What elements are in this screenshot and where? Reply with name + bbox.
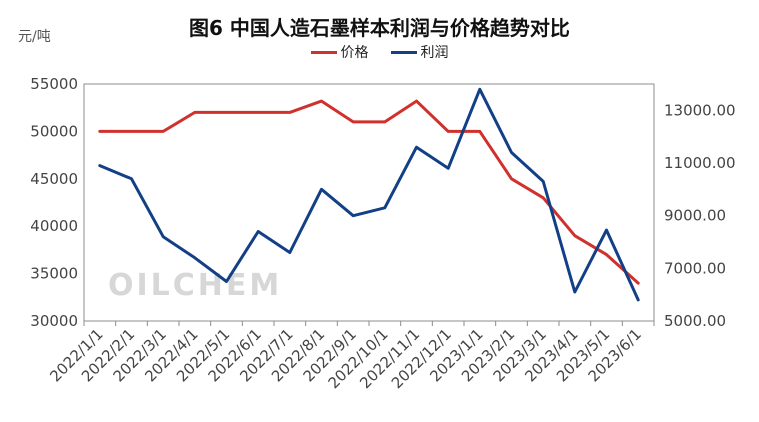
legend-swatch-price bbox=[310, 50, 337, 54]
y-left-tick-label: 55000 bbox=[30, 75, 78, 93]
chart-legend: 价格 利润 bbox=[0, 42, 759, 62]
y-right-tick-label: 13000.00 bbox=[664, 101, 736, 119]
y-left-tick-label: 45000 bbox=[30, 170, 78, 188]
y-right-tick-label: 9000.00 bbox=[664, 207, 726, 225]
y-right-tick-label: 7000.00 bbox=[664, 259, 726, 277]
y-left-tick-label: 50000 bbox=[30, 122, 78, 140]
watermark-logo: OILCHEM bbox=[108, 268, 283, 303]
y-right-tick-label: 11000.00 bbox=[664, 154, 736, 172]
y-left-tick-label: 35000 bbox=[30, 265, 78, 283]
legend-swatch-profit bbox=[390, 50, 417, 54]
legend-item-price: 价格 bbox=[310, 42, 369, 62]
y-right-tick-label: 5000.00 bbox=[664, 312, 726, 330]
series-line-profit bbox=[98, 87, 640, 302]
legend-label-profit: 利润 bbox=[420, 45, 449, 61]
series-line-price bbox=[98, 99, 640, 285]
legend-item-profit: 利润 bbox=[390, 42, 449, 62]
y-axis-unit-label: 元/吨 bbox=[18, 29, 51, 45]
legend-label-price: 价格 bbox=[340, 45, 369, 61]
plot-frame bbox=[83, 83, 655, 322]
y-left-tick-label: 30000 bbox=[30, 312, 78, 330]
y-left-tick-label: 40000 bbox=[30, 217, 78, 235]
chart-title: 图6 中国人造石墨样本利润与价格趋势对比 bbox=[189, 16, 570, 40]
